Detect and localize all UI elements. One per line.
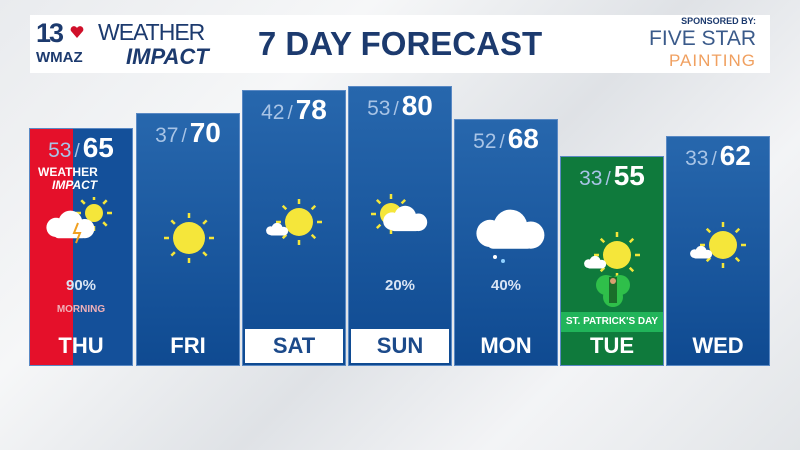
temperature: 42/78	[243, 95, 345, 130]
precip-chance: 40%	[490, 277, 522, 294]
station-number: 13	[36, 18, 64, 48]
sponsor-name-2: PAINTING	[668, 51, 756, 70]
divider: /	[499, 132, 505, 153]
high-temp: 62	[719, 140, 751, 171]
holiday-label: ST. PATRICK'S DAY	[561, 312, 663, 332]
high-temp: 65	[82, 132, 114, 163]
high-temp: 70	[189, 117, 221, 148]
low-temp: 53	[48, 139, 72, 162]
day-column-wed[interactable]: 33/62 WED	[666, 136, 770, 366]
day-label: SUN	[351, 329, 449, 363]
day-label: SAT	[245, 329, 343, 363]
partly-cloudy-icon	[371, 194, 428, 234]
sponsor-label: SPONSORED BY:	[681, 16, 756, 26]
header-banner: 13 WMAZ WEATHER IMPACT 7 DAY FORECAST SP…	[30, 15, 770, 73]
low-temp: 52	[473, 130, 497, 153]
mostly-sunny-icon	[584, 232, 640, 278]
thunderstorm-partly-sunny-icon	[46, 197, 112, 244]
day-column-mon[interactable]: 52/68 40% MON	[454, 119, 558, 366]
timing-note: MORNING	[56, 304, 106, 315]
high-temp: 78	[295, 94, 327, 125]
station-name: WMAZ	[36, 49, 83, 66]
high-temp: 68	[507, 123, 539, 154]
temperature: 33/62	[667, 141, 769, 176]
mostly-sunny-icon	[266, 199, 322, 245]
day-column-thu[interactable]: 53/65 WEATHER IMPACT 90% MORNING THU	[29, 128, 133, 366]
page-title: 7 DAY FORECAST	[257, 25, 543, 62]
brand-line2: IMPACT	[126, 44, 209, 69]
day-column-tue[interactable]: 33/55 ST. PATRICK'S DAY TUE	[560, 156, 664, 366]
sunny-icon	[164, 212, 214, 263]
day-label: TUE	[590, 333, 634, 358]
wmaz-weather-impact-logo: 13 WMAZ WEATHER IMPACT	[36, 19, 226, 69]
precip-chance: 20%	[384, 277, 416, 294]
divider: /	[711, 149, 717, 170]
cloudy-showers-icon	[476, 209, 545, 263]
day-label: FRI	[170, 333, 206, 358]
day-label: WED	[692, 333, 744, 358]
day-column-fri[interactable]: 37/70 FRI	[136, 113, 240, 366]
temperature: 37/70	[137, 118, 239, 153]
day-label: THU	[58, 333, 104, 358]
low-temp: 33	[685, 147, 709, 170]
low-temp: 37	[155, 124, 179, 147]
brand-line1: WEATHER	[98, 19, 205, 45]
temperature: 52/68	[455, 124, 557, 159]
mostly-sunny-icon	[690, 222, 746, 268]
leprechaun-shamrock-icon	[596, 275, 630, 307]
sponsor-name: FIVE STAR	[649, 27, 756, 50]
temperature: 33/55	[561, 161, 663, 196]
badge-line1: WEATHER	[38, 165, 98, 179]
day-label: MON	[480, 333, 532, 358]
divider: /	[393, 99, 399, 120]
low-temp: 53	[367, 97, 391, 120]
temperature: 53/80	[349, 91, 451, 126]
weather-impact-badge: WEATHER IMPACT	[38, 166, 98, 192]
high-temp: 55	[613, 160, 645, 191]
divider: /	[605, 169, 611, 190]
temperature: 53/65	[30, 133, 132, 168]
divider: /	[287, 103, 293, 124]
divider: /	[181, 126, 187, 147]
divider: /	[74, 141, 80, 162]
day-column-sun[interactable]: 53/80 20% SUN	[348, 86, 452, 366]
badge-line2: IMPACT	[52, 178, 98, 192]
precip-chance: 90%	[65, 277, 97, 294]
heart-icon	[70, 26, 84, 38]
low-temp: 33	[579, 167, 603, 190]
low-temp: 42	[261, 101, 285, 124]
day-column-sat[interactable]: 42/78 SAT	[242, 90, 346, 366]
high-temp: 80	[401, 90, 433, 121]
